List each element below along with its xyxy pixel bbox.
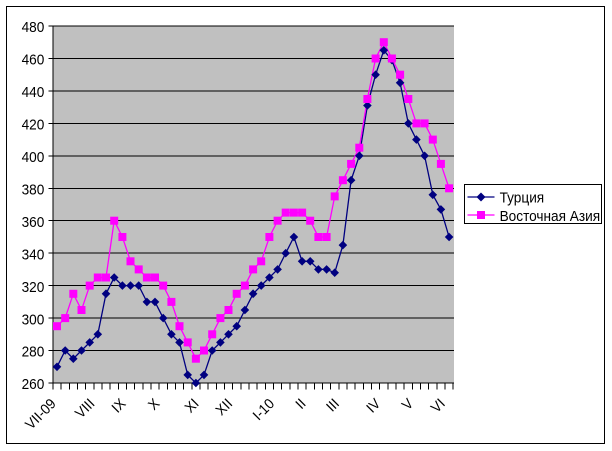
- svg-text:320: 320: [22, 278, 45, 294]
- svg-text:Восточная Азия: Восточная Азия: [500, 208, 601, 224]
- svg-text:360: 360: [22, 214, 45, 230]
- svg-text:460: 460: [22, 51, 45, 67]
- svg-text:280: 280: [22, 343, 45, 359]
- svg-text:380: 380: [22, 181, 45, 197]
- svg-text:440: 440: [22, 84, 45, 100]
- svg-text:300: 300: [22, 311, 45, 327]
- svg-text:480: 480: [22, 19, 45, 35]
- svg-text:260: 260: [22, 376, 45, 392]
- svg-text:420: 420: [22, 116, 45, 132]
- svg-text:Турция: Турция: [500, 189, 545, 205]
- svg-text:400: 400: [22, 149, 45, 165]
- svg-text:340: 340: [22, 246, 45, 262]
